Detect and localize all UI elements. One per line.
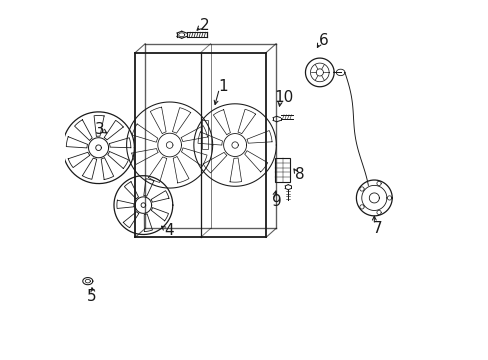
Text: 8: 8	[295, 167, 305, 182]
Bar	[202, 120, 207, 149]
Text: 10: 10	[274, 90, 293, 105]
Bar	[274, 158, 289, 182]
Text: 6: 6	[318, 33, 327, 48]
Text: 2: 2	[200, 18, 209, 33]
Text: 4: 4	[164, 223, 174, 238]
Text: 9: 9	[271, 194, 281, 209]
Text: 7: 7	[372, 221, 381, 236]
Text: 5: 5	[87, 289, 97, 304]
Text: 1: 1	[218, 79, 227, 94]
Text: 3: 3	[94, 122, 104, 137]
